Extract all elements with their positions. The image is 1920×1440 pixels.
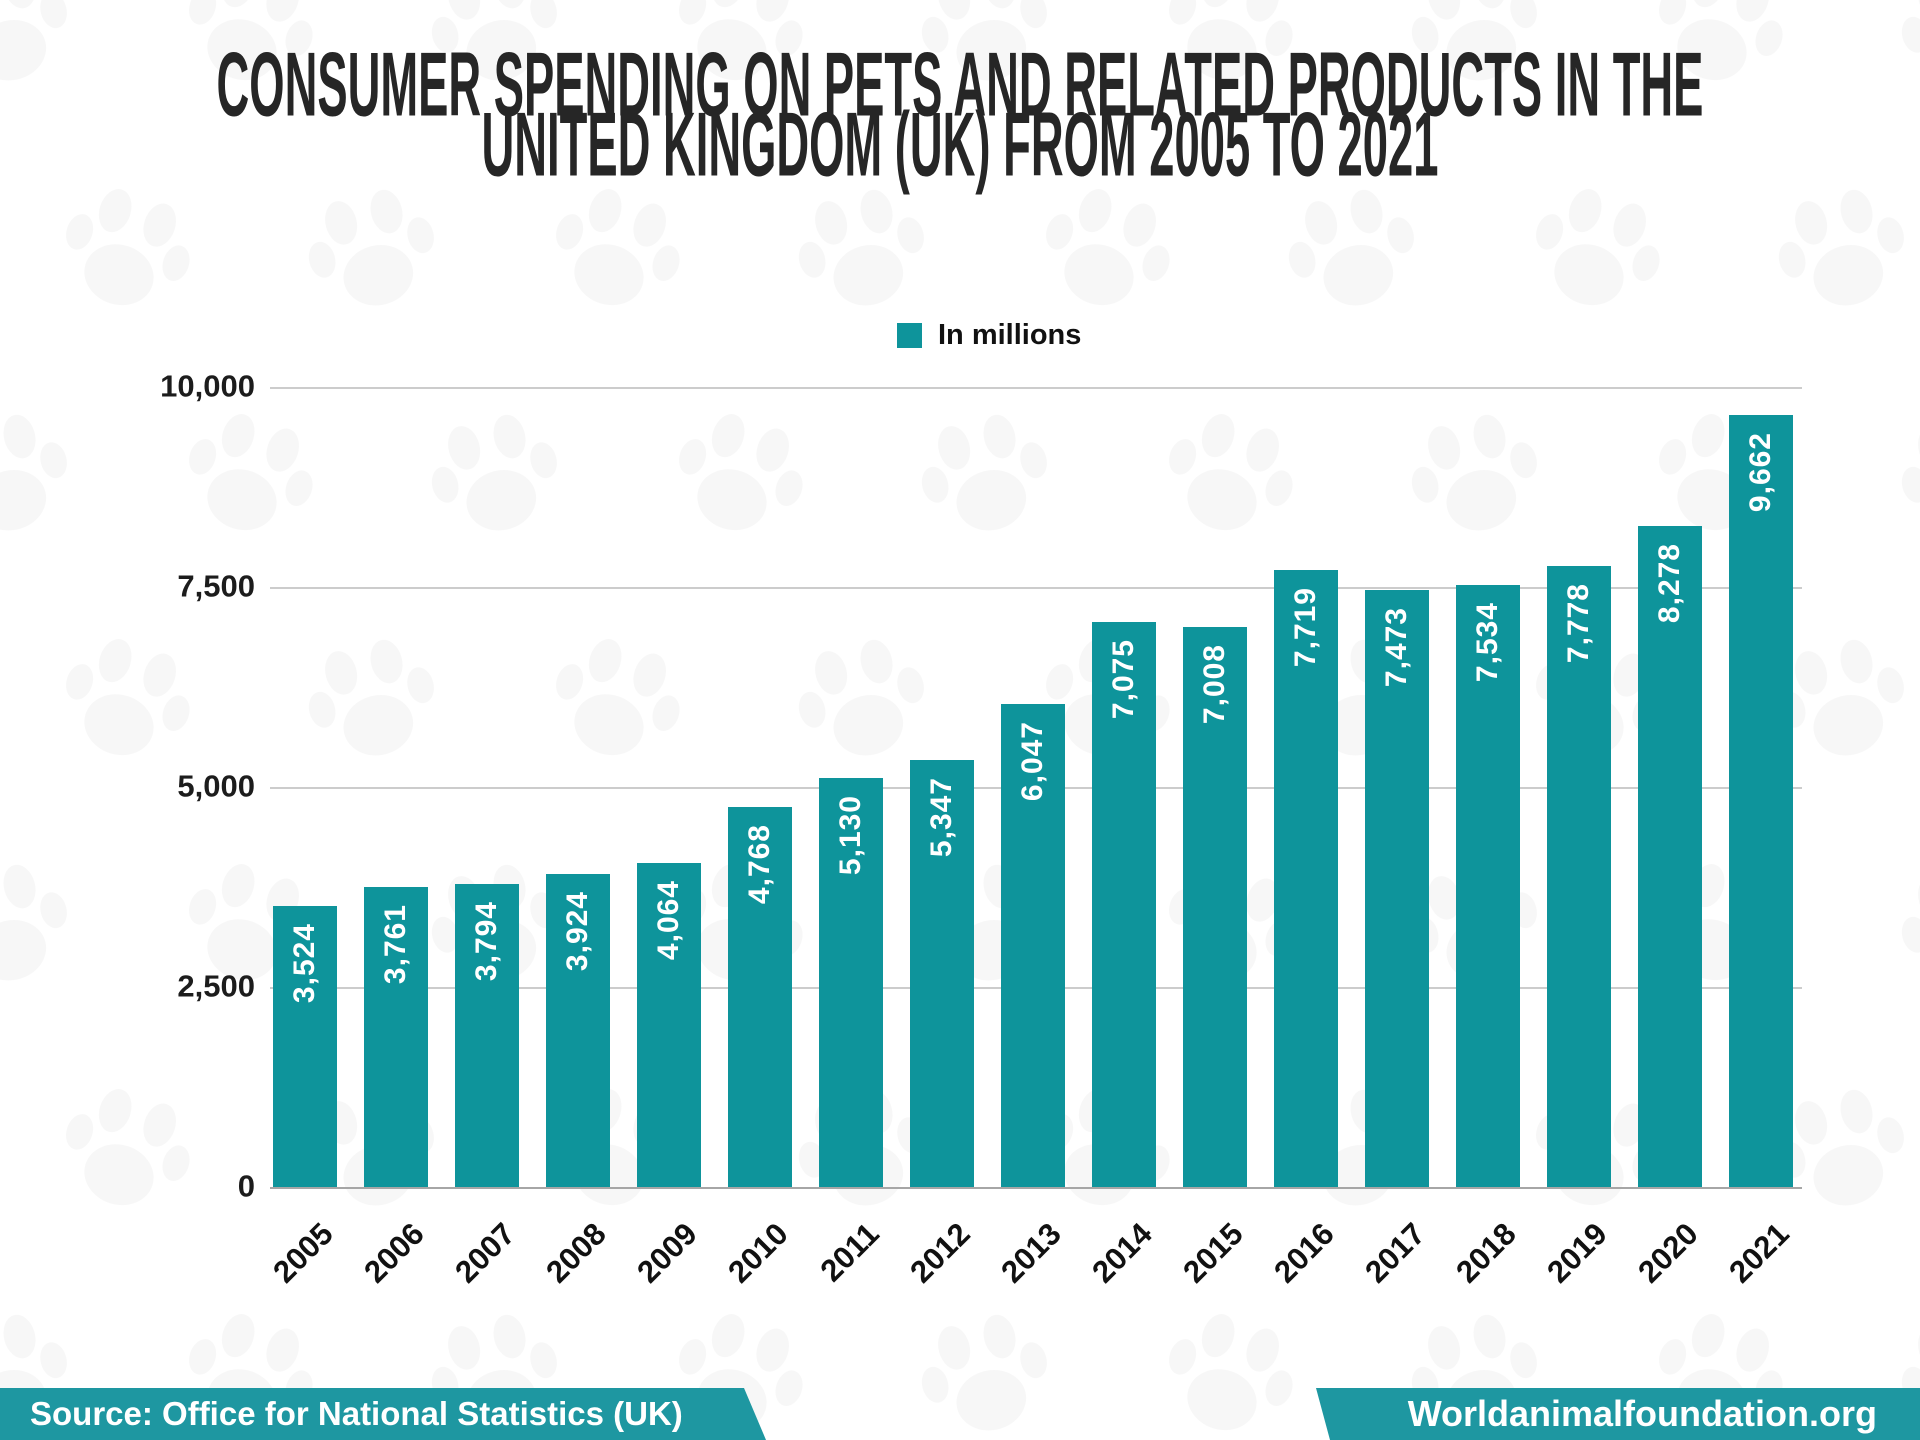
footer-source-banner: Source: Office for National Statistics (… bbox=[0, 1388, 766, 1440]
bar-value-label: 6,047 bbox=[1016, 721, 1049, 802]
legend: In millions bbox=[897, 319, 1081, 352]
bar: 3,524 bbox=[273, 906, 337, 1188]
bar: 7,534 bbox=[1456, 585, 1520, 1188]
footer-site-label: Worldanimalfoundation.org bbox=[1407, 1393, 1877, 1434]
bar-value-label: 3,761 bbox=[379, 904, 412, 985]
page-title-line1: CONSUMER SPENDING ON PETS AND RELATED PR… bbox=[216, 33, 1704, 135]
y-axis-label: 7,500 bbox=[177, 568, 255, 604]
bar: 3,924 bbox=[546, 874, 610, 1188]
bar-value-label: 8,278 bbox=[1653, 543, 1686, 624]
bar: 6,047 bbox=[1001, 704, 1065, 1188]
bar-value-label: 3,924 bbox=[561, 891, 594, 972]
bar-value-label: 7,719 bbox=[1289, 587, 1322, 668]
y-axis-label: 5,000 bbox=[177, 768, 255, 804]
bar: 4,768 bbox=[728, 807, 792, 1188]
gridline bbox=[270, 387, 1802, 389]
bar: 8,278 bbox=[1638, 526, 1702, 1188]
bar-value-label: 7,778 bbox=[1562, 583, 1595, 664]
bar: 5,130 bbox=[819, 778, 883, 1188]
bar: 7,473 bbox=[1365, 590, 1429, 1188]
bar-value-label: 9,662 bbox=[1744, 432, 1777, 513]
y-axis-label: 10,000 bbox=[160, 368, 255, 404]
bar-value-label: 4,768 bbox=[743, 824, 776, 905]
bar: 3,794 bbox=[455, 884, 519, 1188]
bar: 7,008 bbox=[1183, 627, 1247, 1188]
bar-value-label: 7,473 bbox=[1380, 607, 1413, 688]
bar: 4,064 bbox=[637, 863, 701, 1188]
legend-square-icon bbox=[897, 323, 922, 348]
bar: 5,347 bbox=[910, 760, 974, 1188]
x-axis-line bbox=[270, 1187, 1802, 1189]
y-axis-label: 0 bbox=[237, 1168, 255, 1204]
gridline bbox=[270, 587, 1802, 589]
bar: 9,662 bbox=[1729, 415, 1793, 1188]
bar-value-label: 7,075 bbox=[1107, 639, 1140, 720]
bar: 7,075 bbox=[1092, 622, 1156, 1188]
bar-value-label: 4,064 bbox=[652, 880, 685, 961]
footer-site-banner: Worldanimalfoundation.org bbox=[1316, 1388, 1920, 1440]
bar: 7,778 bbox=[1547, 566, 1611, 1188]
bar: 7,719 bbox=[1274, 570, 1338, 1188]
bar-value-label: 3,794 bbox=[470, 901, 503, 982]
bar-value-label: 7,534 bbox=[1471, 602, 1504, 683]
footer-source-label: Source: Office for National Statistics (… bbox=[30, 1395, 683, 1432]
bar-value-label: 5,130 bbox=[834, 795, 867, 876]
bar-value-label: 7,008 bbox=[1198, 644, 1231, 725]
bar-value-label: 3,524 bbox=[288, 923, 321, 1004]
legend-label: In millions bbox=[938, 319, 1082, 351]
y-axis-label: 2,500 bbox=[177, 968, 255, 1004]
bar-value-label: 5,347 bbox=[925, 777, 958, 858]
bar: 3,761 bbox=[364, 887, 428, 1188]
page-title-line2: UNITED KINGDOM (UK) FROM 2005 TO 2021 bbox=[481, 93, 1439, 195]
